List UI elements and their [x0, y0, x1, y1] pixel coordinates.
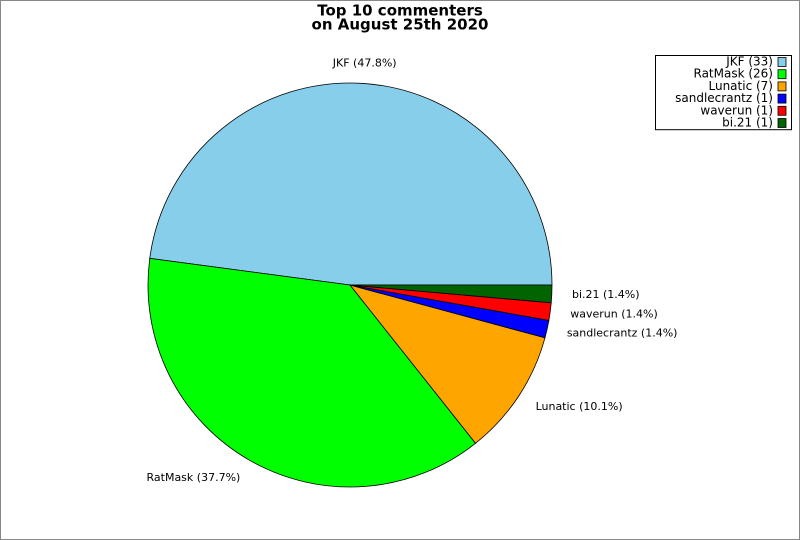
- legend-swatch: [777, 105, 787, 116]
- legend-box: [655, 55, 792, 131]
- pie-slice: [147, 257, 477, 488]
- slice-label: waverun (1.4%): [570, 307, 658, 320]
- chart-title: on August 25th 2020: [312, 16, 489, 34]
- legend-swatch: [777, 57, 787, 67]
- legend-label: sandlecrantz (1): [675, 91, 773, 105]
- pie-slice: [349, 284, 553, 304]
- slice-label: sandlecrantz (1.4%): [567, 327, 678, 340]
- slice-label: Lunatic (10.1%): [536, 400, 623, 413]
- legend-label: waverun (1): [700, 103, 773, 117]
- pie-slice: [348, 284, 546, 444]
- legend-swatch: [777, 93, 787, 104]
- chart-title: Top 10 commenters: [317, 2, 483, 20]
- slice-label: bi.21 (1.4%): [572, 288, 640, 301]
- legend-label: JKF (33): [725, 55, 773, 69]
- legend-label: RatMask (26): [694, 67, 774, 81]
- pie-slice: [149, 82, 553, 286]
- slice-label: RatMask (37.7%): [147, 471, 241, 484]
- legend-swatch: [777, 81, 787, 92]
- slice-label: JKF (47.8%): [332, 56, 397, 69]
- legend-swatch: [777, 69, 787, 80]
- legend-label: bi.21 (1): [722, 116, 773, 130]
- legend-swatch: [777, 118, 787, 128]
- legend-label: Lunatic (7): [709, 79, 774, 93]
